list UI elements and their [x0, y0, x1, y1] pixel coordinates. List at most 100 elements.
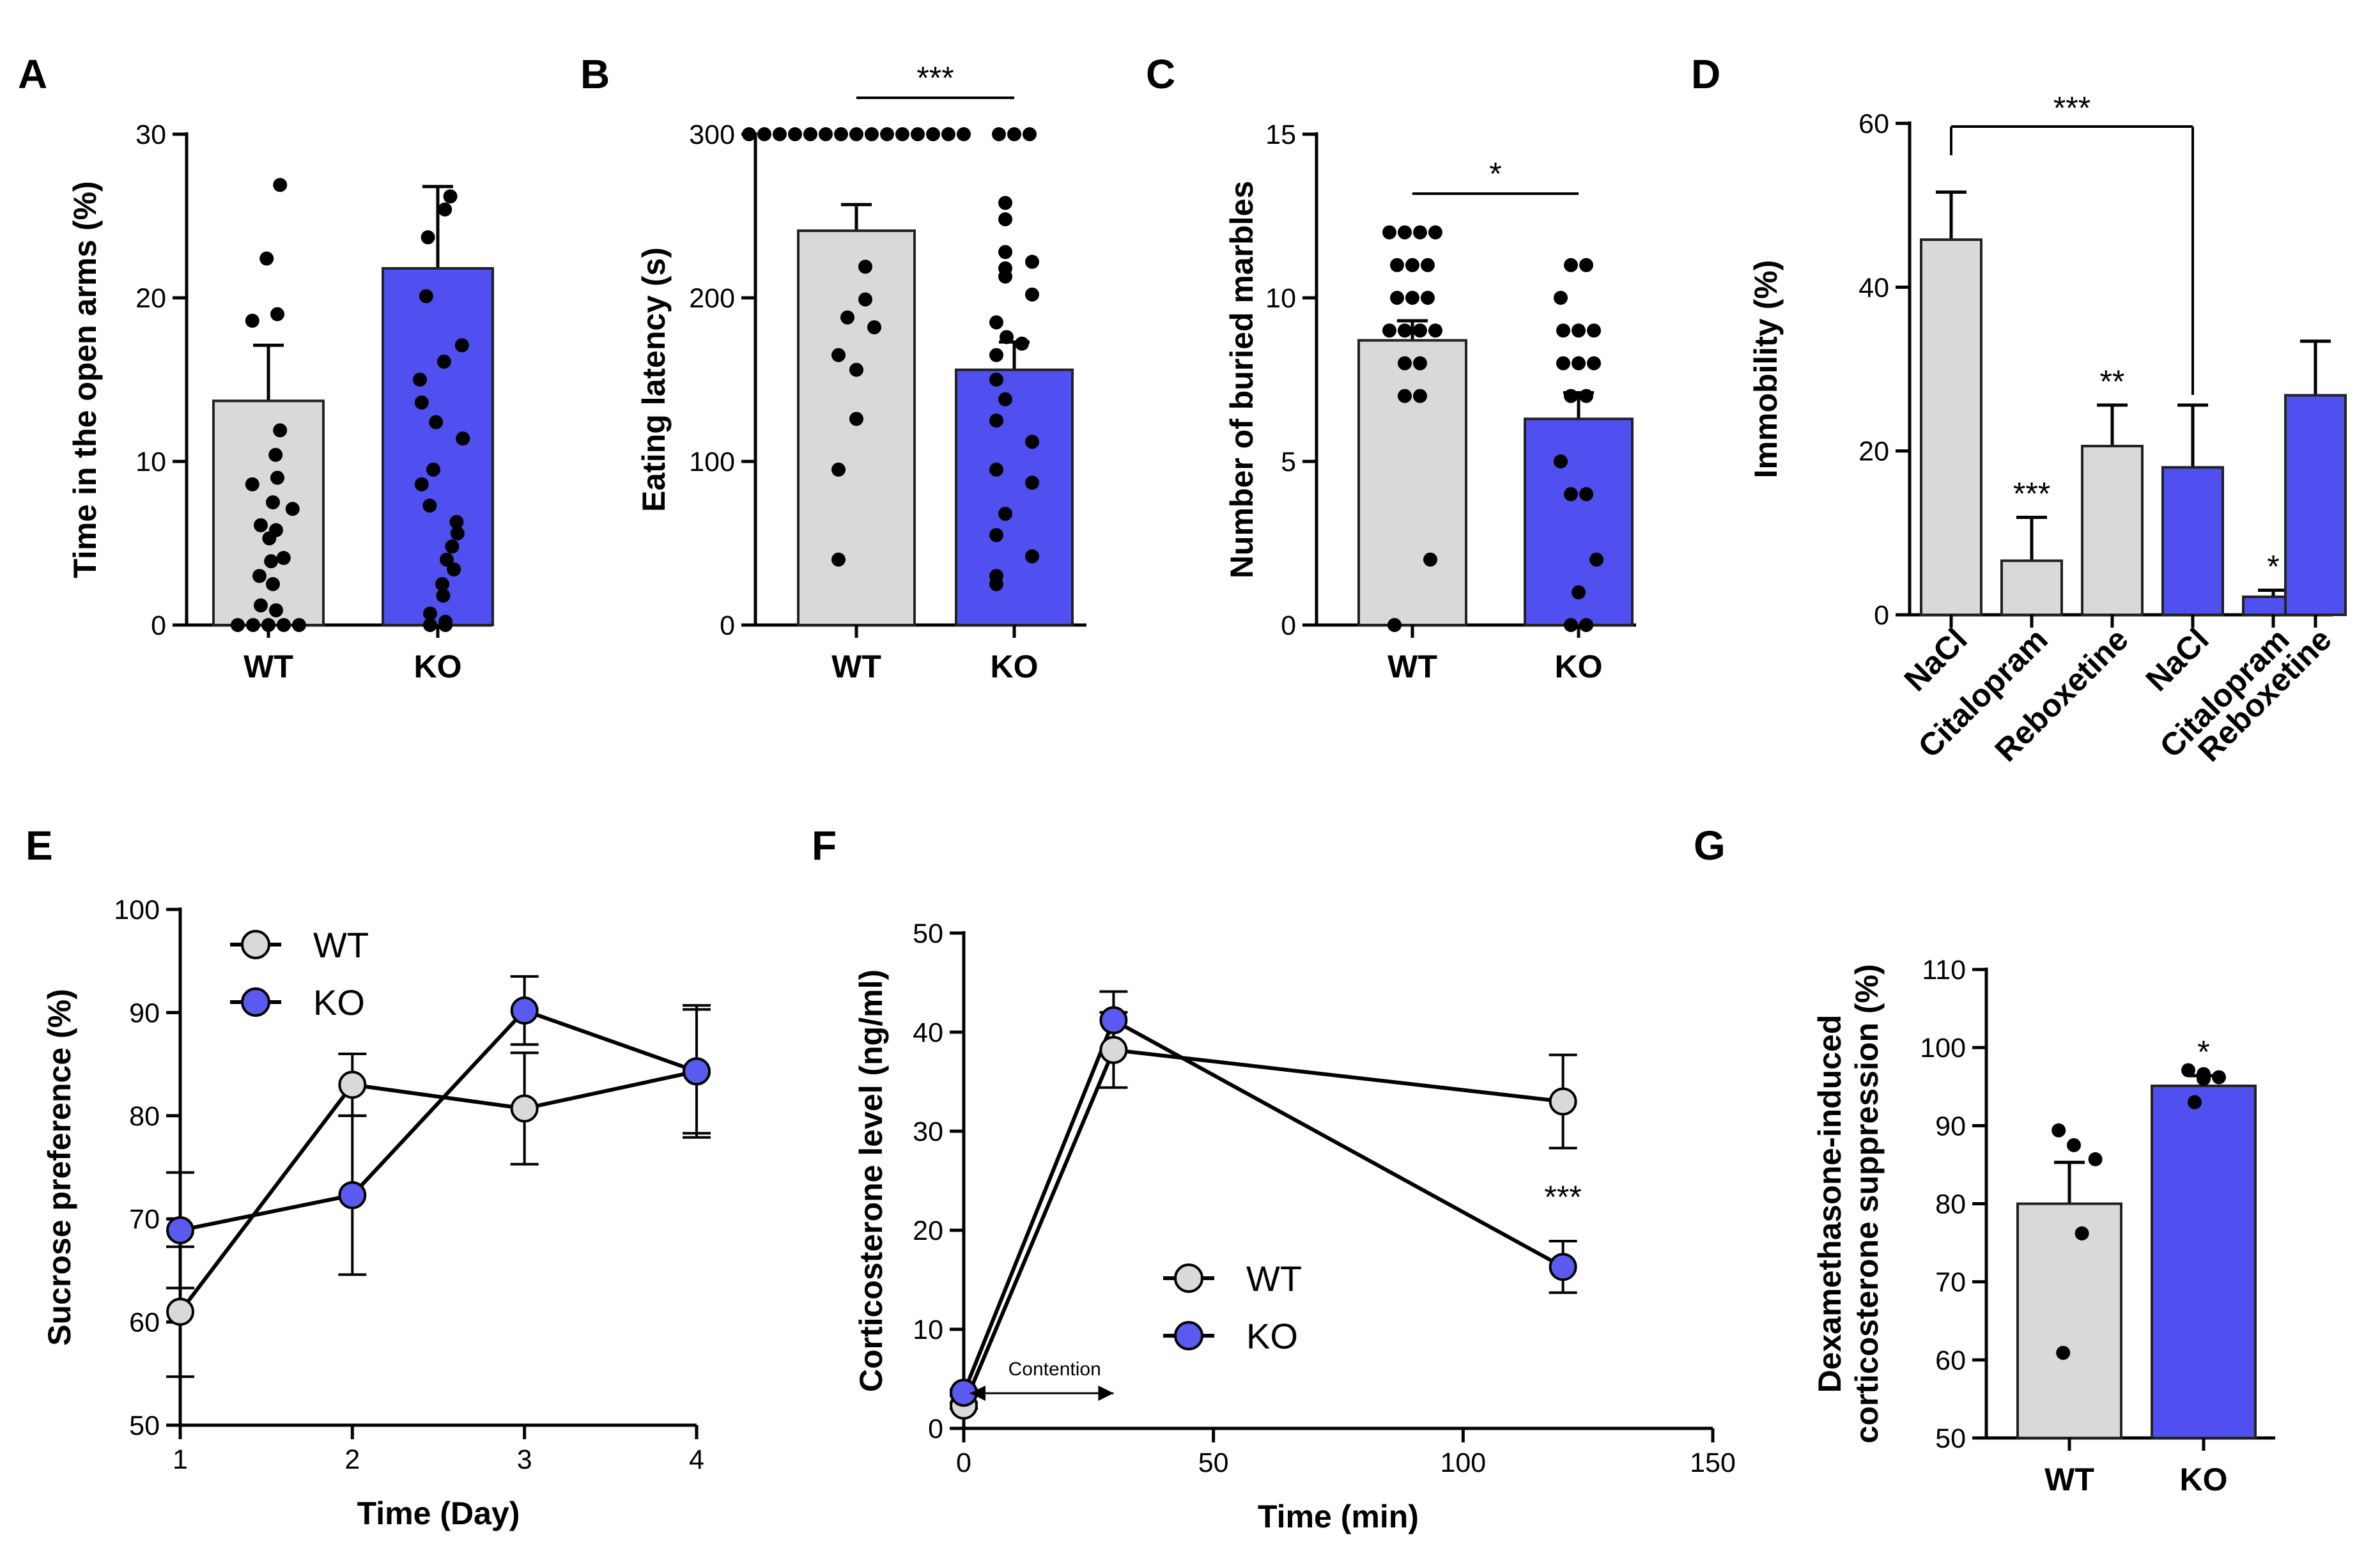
- y-tick-label: 70: [129, 1204, 160, 1235]
- data-point: [423, 618, 437, 632]
- bar-ko-5: [2284, 394, 2347, 616]
- y-tick-label: 50: [1935, 1423, 1966, 1454]
- data-point: [1423, 552, 1437, 567]
- arrow-head-left: [970, 1386, 985, 1401]
- data-point: [456, 431, 470, 446]
- y-tick-label: 40: [1858, 272, 1889, 303]
- data-point: [435, 577, 449, 591]
- legend-marker-ko: [1174, 1321, 1203, 1350]
- y-axis-title: Immobility (%): [1748, 260, 1784, 479]
- data-point: [245, 477, 259, 491]
- data-point: [834, 127, 848, 141]
- data-point: [269, 603, 283, 617]
- data-point: [849, 362, 863, 377]
- data-point: [438, 618, 452, 632]
- y-axis-title: corticosterone suppression (%): [1849, 964, 1885, 1443]
- data-point: [276, 551, 291, 566]
- data-point: [262, 531, 277, 546]
- data-point: [831, 348, 846, 362]
- y-tick-label: 0: [720, 610, 735, 641]
- data-point: [266, 495, 280, 509]
- panel-letter-f: F: [812, 823, 837, 869]
- y-tick-label: 90: [1935, 1111, 1966, 1141]
- data-point: [2052, 1123, 2066, 1138]
- data-point: [1025, 254, 1039, 269]
- data-point: [1556, 323, 1570, 338]
- x-tick-label: 0: [956, 1448, 971, 1478]
- bar-ko-1: [382, 267, 494, 627]
- legend-label-wt: WT: [1246, 1258, 1302, 1299]
- data-point: [880, 127, 894, 141]
- data-point: [273, 423, 288, 438]
- data-point: [1572, 585, 1586, 599]
- data-point: [454, 338, 469, 353]
- x-tick-label: 3: [517, 1444, 532, 1475]
- data-point: [447, 562, 461, 576]
- y-axis-title: Dexamethasone-induced: [1812, 1015, 1848, 1393]
- data-point: [803, 127, 817, 141]
- data-point-ko: [338, 1181, 367, 1210]
- data-point: [858, 259, 872, 274]
- data-point: [819, 127, 833, 141]
- data-point: [423, 607, 437, 621]
- data-point: [440, 552, 454, 567]
- data-point: [270, 307, 284, 321]
- data-point: [989, 315, 1003, 330]
- panel-letter-b: B: [580, 51, 610, 97]
- y-axis-title: Number of buried marbles: [1224, 181, 1260, 578]
- data-point: [450, 526, 465, 541]
- data-point: [252, 569, 267, 583]
- data-point: [1587, 356, 1601, 371]
- data-point: [1421, 291, 1435, 305]
- data-point: [426, 462, 440, 477]
- data-point: [1405, 291, 1419, 305]
- legend-label-wt: WT: [313, 925, 369, 965]
- x-tick-label: 100: [1440, 1448, 1486, 1478]
- significance-label: ***: [1544, 1179, 1581, 1215]
- x-category-label: WT: [243, 649, 293, 684]
- y-tick-label: 20: [913, 1216, 943, 1246]
- data-point: [437, 354, 451, 369]
- bar-wt-2: [2081, 444, 2144, 617]
- data-point: [998, 392, 1012, 406]
- y-tick-label: 60: [129, 1308, 160, 1338]
- data-point-ko: [1549, 1253, 1577, 1281]
- data-point: [1015, 336, 1029, 351]
- x-category-label: WT: [831, 649, 881, 684]
- y-axis-title: Corticosterone level (ng/ml): [853, 970, 889, 1392]
- data-point: [998, 196, 1012, 210]
- data-point: [1428, 225, 1442, 240]
- data-point: [1025, 475, 1039, 490]
- y-tick-label: 40: [913, 1017, 943, 1048]
- x-axis-title: Time (Day): [357, 1495, 520, 1531]
- data-point: [414, 395, 429, 410]
- data-point: [840, 310, 854, 325]
- data-point: [438, 202, 452, 217]
- data-point: [1390, 258, 1404, 272]
- data-point: [1587, 323, 1601, 338]
- data-point: [1405, 258, 1419, 272]
- data-point: [989, 462, 1003, 477]
- x-tick-label: 4: [689, 1444, 704, 1475]
- significance-label: ***: [2053, 90, 2090, 126]
- data-point: [831, 552, 846, 567]
- data-point: [1413, 323, 1427, 338]
- data-point: [1413, 225, 1427, 240]
- data-point: [1572, 356, 1586, 371]
- data-point: [1025, 287, 1039, 302]
- data-point: [831, 462, 846, 477]
- panel-letter-e: E: [26, 823, 53, 869]
- data-point: [266, 577, 280, 591]
- data-point: [259, 251, 274, 266]
- y-tick-label: 90: [129, 998, 160, 1028]
- bar-wt-0: [212, 399, 325, 627]
- contention-label: Contention: [1008, 1359, 1101, 1380]
- data-point: [849, 127, 863, 141]
- data-point: [858, 292, 872, 307]
- y-axis-title: Sucrose preference (%): [42, 989, 77, 1346]
- data-point: [1428, 323, 1442, 338]
- data-point: [1579, 618, 1593, 632]
- data-point: [436, 588, 451, 603]
- data-point: [1556, 356, 1570, 371]
